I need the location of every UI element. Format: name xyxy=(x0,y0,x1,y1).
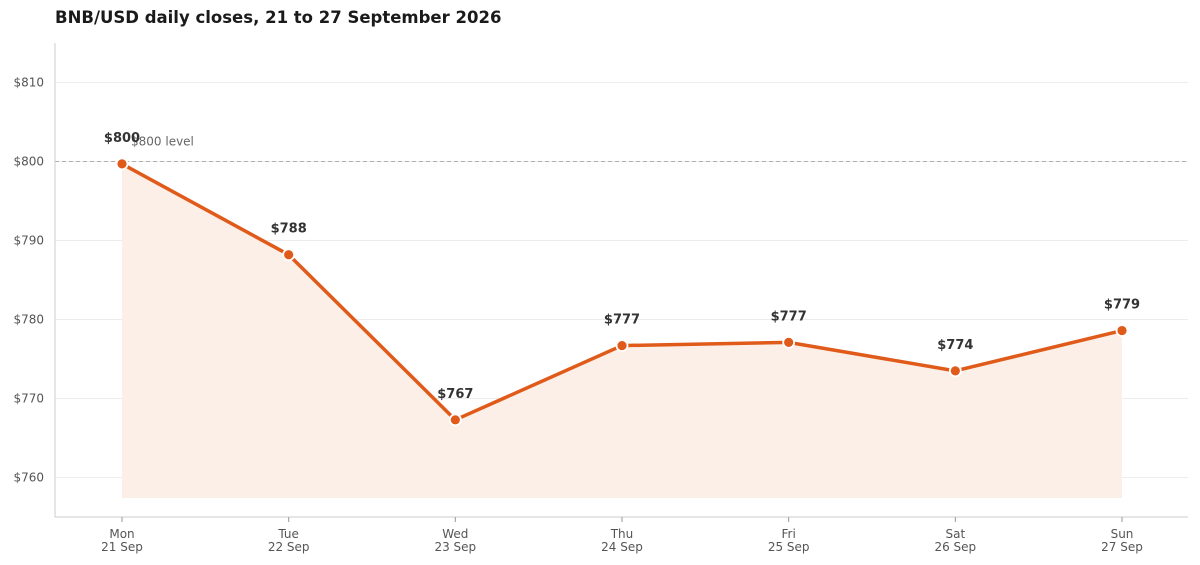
x-tick-label-day: Wed xyxy=(442,527,468,541)
y-tick-label: $770 xyxy=(13,392,44,406)
y-tick-label: $790 xyxy=(13,234,44,248)
chart-title: BNB/USD daily closes, 21 to 27 September… xyxy=(55,8,502,27)
x-tick-label-day: Sun xyxy=(1111,527,1134,541)
x-tick-label-date: 23 Sep xyxy=(434,540,476,554)
data-label: $777 xyxy=(604,313,640,328)
data-points xyxy=(115,157,1129,427)
data-label: $800 xyxy=(104,131,140,146)
data-label: $777 xyxy=(771,309,807,324)
y-axis-ticks: $760 $770 $780 $790 $800 $810 xyxy=(13,76,44,485)
data-point xyxy=(282,248,296,262)
y-tick-label: $800 xyxy=(13,155,44,169)
data-point xyxy=(115,157,129,171)
x-tick-label-day: Fri xyxy=(782,527,796,541)
x-tick-label-day: Sat xyxy=(945,527,965,541)
x-tick-label-date: 21 Sep xyxy=(101,540,143,554)
x-tick-label-day: Tue xyxy=(277,527,299,541)
y-tick-label: $780 xyxy=(13,313,44,327)
data-label: $788 xyxy=(271,222,307,237)
data-point xyxy=(948,364,962,378)
data-label: $779 xyxy=(1104,298,1140,313)
y-tick-label: $810 xyxy=(13,76,44,90)
data-point xyxy=(1115,324,1129,337)
data-point xyxy=(615,339,629,352)
reference-line-label: $800 level xyxy=(131,135,194,149)
data-label: $767 xyxy=(437,387,473,402)
x-tick-label-day: Thu xyxy=(610,527,634,541)
area-fill-layer xyxy=(122,163,1122,499)
reference-line-group: $800 level xyxy=(55,135,1188,162)
area-fill xyxy=(122,163,1122,499)
y-tick-label: $760 xyxy=(13,471,44,485)
x-tick-label-date: 25 Sep xyxy=(768,540,810,554)
x-tick-label-date: 24 Sep xyxy=(601,540,643,554)
x-tick-label-date: 27 Sep xyxy=(1101,540,1143,554)
data-label: $774 xyxy=(937,338,973,353)
data-point xyxy=(448,413,462,427)
data-point xyxy=(782,336,796,349)
x-tick-label-date: 22 Sep xyxy=(268,540,310,554)
data-labels: $800 $788 $767 $777 $777 $774 $779 xyxy=(104,131,1140,402)
x-tick-label-day: Mon xyxy=(109,527,134,541)
x-tick-label-date: 26 Sep xyxy=(934,540,976,554)
